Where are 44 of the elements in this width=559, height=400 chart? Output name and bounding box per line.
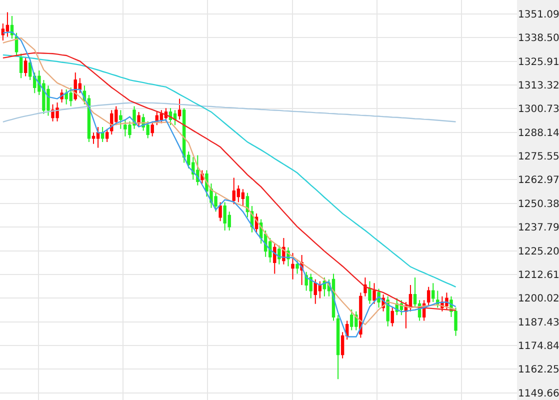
candlestick <box>278 245 281 265</box>
y-tick-label: 1237.79 <box>518 222 559 234</box>
y-tick-label: 1325.91 <box>518 56 559 68</box>
candlestick <box>296 260 299 274</box>
y-tick-label: 1212.61 <box>518 270 559 281</box>
candlestick <box>150 120 154 137</box>
candlestick <box>10 15 14 40</box>
candlestick <box>96 126 100 148</box>
candlestick <box>368 280 372 304</box>
candlestick <box>291 252 294 280</box>
candlestick <box>105 128 109 143</box>
candlestick <box>119 110 122 130</box>
candlestick <box>432 282 435 302</box>
y-tick-label: 1338.50 <box>518 33 559 44</box>
y-tick-label: 1200.02 <box>518 294 559 305</box>
candlestick <box>100 126 104 143</box>
candlestick <box>137 111 140 128</box>
candlestick <box>408 284 412 312</box>
y-tick-label: 1187.43 <box>518 317 559 328</box>
candlestick <box>426 286 430 306</box>
y-tick-label: 1174.84 <box>518 341 559 352</box>
y-tick-label: 1300.73 <box>518 104 559 116</box>
candlestick <box>218 202 222 222</box>
y-tick-label: 1288.14 <box>518 128 559 139</box>
y-tick-label: 1351.09 <box>518 9 559 20</box>
candlestick <box>24 56 28 77</box>
candlestick <box>336 314 340 380</box>
candlestick <box>372 282 376 304</box>
candlestick <box>273 243 276 274</box>
line-series <box>2 102 456 123</box>
candlestick <box>6 12 10 38</box>
candlestick <box>386 296 390 327</box>
y-tick-label: 1149.66 <box>518 388 559 400</box>
y-tick-label: 1225.20 <box>518 246 559 258</box>
y-tick-label: 1250.38 <box>518 198 559 210</box>
y-tick-label: 1162.25 <box>518 364 559 376</box>
y-tick-label: 1313.32 <box>518 80 559 92</box>
candlestick <box>173 110 177 126</box>
y-tick-label: 1275.55 <box>518 152 559 163</box>
candlestick <box>19 53 23 79</box>
candlestick <box>390 307 394 327</box>
candlestick <box>241 188 245 207</box>
y-tick-label: 1262.97 <box>518 175 559 186</box>
candlestick <box>178 98 182 120</box>
